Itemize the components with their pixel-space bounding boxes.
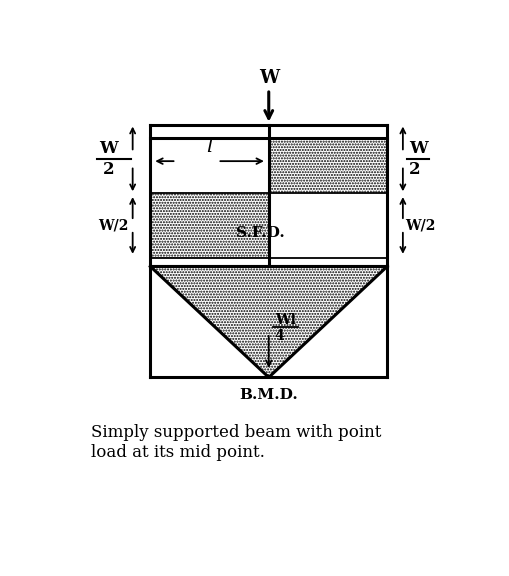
Text: 2: 2	[409, 161, 420, 178]
Text: 2: 2	[103, 161, 115, 178]
Bar	[269, 138, 387, 194]
Text: l: l	[207, 138, 213, 156]
Text: Simply supported beam with point
load at its mid point.: Simply supported beam with point load at…	[91, 424, 382, 461]
Text: W: W	[100, 140, 119, 157]
Text: W: W	[259, 69, 279, 87]
Text: 4: 4	[275, 328, 285, 343]
Bar	[151, 194, 269, 257]
Text: W: W	[409, 140, 428, 157]
Text: W/2: W/2	[98, 218, 129, 233]
Text: S.F.D.: S.F.D.	[237, 226, 285, 240]
Text: W/2: W/2	[405, 218, 435, 233]
Text: Wl: Wl	[275, 313, 296, 327]
Text: B.M.D.: B.M.D.	[239, 388, 298, 403]
